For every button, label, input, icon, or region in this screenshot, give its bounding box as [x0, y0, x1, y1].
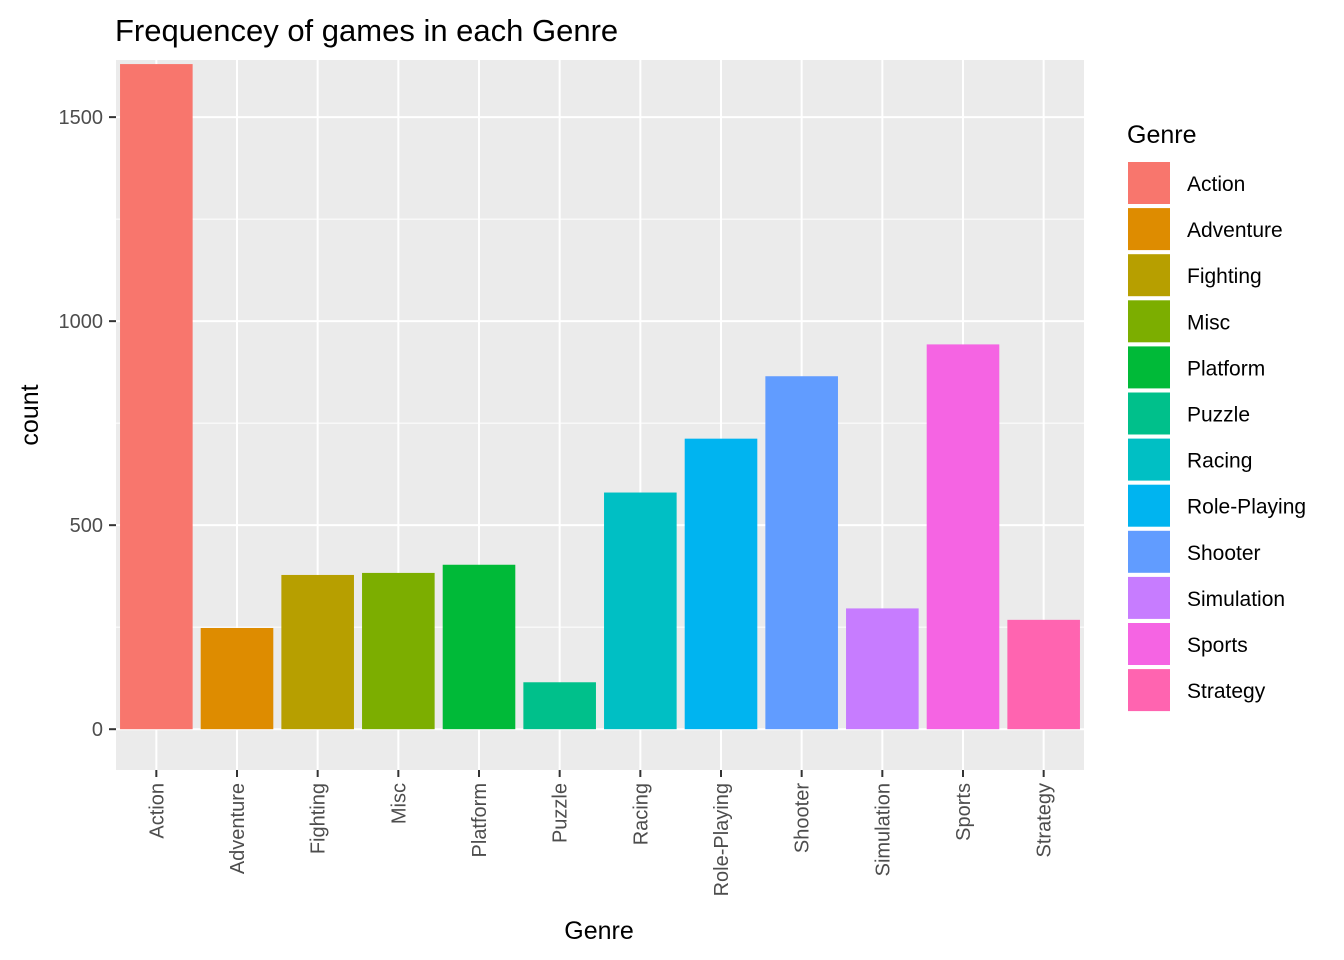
x-tick-label: Platform: [469, 783, 491, 857]
legend-key-racing: [1128, 438, 1170, 481]
x-tick-label: Simulation: [872, 783, 894, 876]
legend-label: Shooter: [1187, 542, 1261, 565]
x-axis-title: Genre: [564, 917, 633, 945]
bar-role-playing: [684, 438, 758, 730]
bar-puzzle: [523, 682, 596, 730]
legend-label: Platform: [1187, 357, 1265, 380]
y-axis-title: count: [16, 384, 44, 445]
x-tick-label: Adventure: [227, 783, 249, 874]
legend-key-fighting: [1128, 254, 1170, 297]
bar-shooter: [765, 376, 838, 730]
x-tick-label: Action: [146, 783, 168, 839]
plot-panel: [116, 60, 1084, 770]
bar-racing: [604, 492, 677, 730]
x-tick-label: Role-Playing: [711, 783, 733, 896]
minor-gridlines: [116, 218, 1084, 628]
bars: [120, 64, 1080, 730]
bar-simulation: [846, 608, 919, 730]
legend-label: Racing: [1187, 450, 1252, 473]
legend-key-role-playing: [1128, 484, 1170, 527]
legend-key-adventure: [1128, 208, 1170, 251]
x-tick-label: Strategy: [1034, 783, 1056, 857]
bar-strategy: [1007, 619, 1080, 730]
x-tick-label: Sports: [953, 783, 975, 841]
legend-label: Strategy: [1187, 680, 1266, 703]
legend-label: Simulation: [1187, 588, 1285, 611]
legend-label: Action: [1187, 173, 1245, 196]
x-tick-label: Fighting: [308, 783, 330, 854]
legend-key-misc: [1128, 300, 1170, 343]
bar-sports: [926, 344, 1000, 730]
legend: Genre Action Adventure Fighting Misc Platfor…: [1127, 121, 1306, 712]
legend-title: Genre: [1127, 121, 1196, 149]
x-axis: Action Adventure Fighting Misc Platform Puzzl…: [146, 770, 1056, 896]
bar-misc: [362, 572, 435, 730]
legend-key-puzzle: [1128, 392, 1170, 435]
bar-adventure: [200, 628, 274, 730]
bar-fighting: [281, 574, 354, 730]
legend-key-sports: [1128, 623, 1170, 665]
y-axis: 0 500 1000 1500: [59, 107, 116, 741]
y-tick-label: 0: [92, 719, 103, 741]
legend-label: Adventure: [1187, 219, 1283, 242]
legend-label: Fighting: [1187, 265, 1262, 288]
bar-platform: [442, 564, 516, 730]
x-tick-label: Puzzle: [550, 783, 572, 843]
bar-action: [120, 64, 193, 730]
x-tick-label: Misc: [388, 783, 410, 824]
x-tick-label: Shooter: [792, 783, 814, 853]
legend-label: Puzzle: [1187, 404, 1250, 427]
legend-key-action: [1128, 162, 1170, 204]
y-tick-label: 500: [70, 515, 103, 537]
legend-key-strategy: [1128, 669, 1170, 712]
chart-title: Frequencey of games in each Genre: [115, 13, 618, 48]
legend-key-simulation: [1128, 576, 1170, 619]
x-tick-label: Racing: [630, 783, 652, 845]
legend-label: Role-Playing: [1187, 496, 1306, 519]
legend-label: Misc: [1187, 311, 1230, 334]
legend-key-platform: [1128, 346, 1170, 389]
legend-label: Sports: [1187, 634, 1248, 657]
y-tick-label: 1500: [59, 107, 104, 129]
y-tick-label: 1000: [59, 311, 104, 333]
legend-key-shooter: [1128, 530, 1170, 573]
